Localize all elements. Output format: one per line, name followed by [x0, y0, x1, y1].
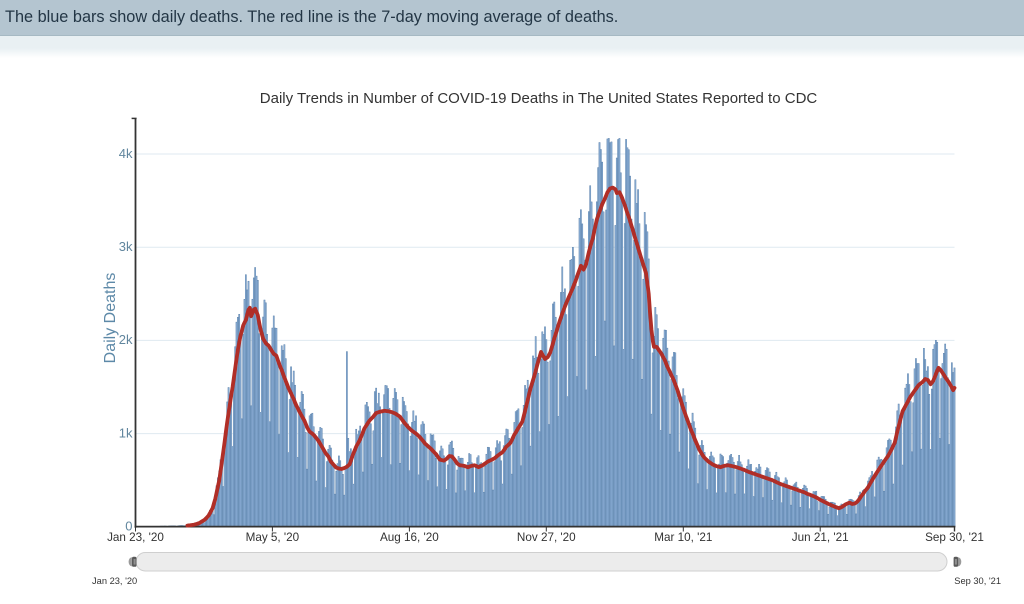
svg-text:Aug 16, '20: Aug 16, '20 [380, 531, 439, 544]
svg-text:2k: 2k [119, 332, 133, 347]
svg-text:Sep 30, '21: Sep 30, '21 [954, 576, 1001, 586]
svg-text:0: 0 [125, 519, 132, 534]
svg-text:4k: 4k [119, 146, 133, 161]
svg-text:3k: 3k [119, 239, 133, 254]
svg-text:Mar 10, '21: Mar 10, '21 [654, 531, 712, 544]
svg-text:Sep 30, '21: Sep 30, '21 [925, 531, 984, 544]
svg-text:Jan 23, '20: Jan 23, '20 [92, 576, 137, 586]
svg-text:Nov 27, '20: Nov 27, '20 [517, 531, 576, 544]
svg-text:May 5, '20: May 5, '20 [246, 531, 300, 544]
svg-text:1k: 1k [119, 425, 133, 440]
svg-text:Jun 21, '21: Jun 21, '21 [792, 531, 849, 544]
svg-text:Jan 23, '20: Jan 23, '20 [107, 531, 164, 544]
svg-text:Daily Deaths: Daily Deaths [102, 273, 119, 364]
